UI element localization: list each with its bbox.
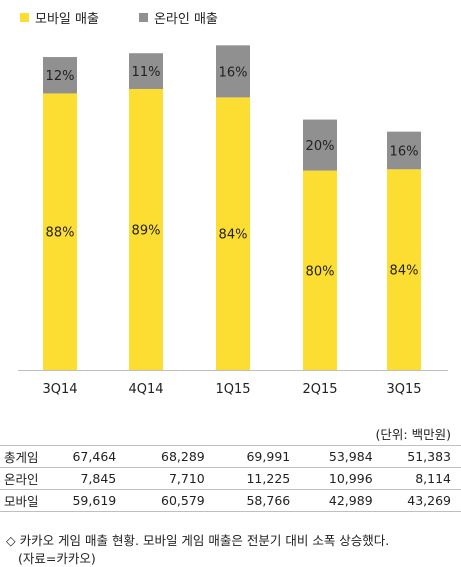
label-online-3Q15: 16% [390,144,419,159]
bar-online-2Q15 [303,119,337,171]
tick-label-3Q15: 3Q15 [386,382,421,397]
stacked-bar-chart: 모바일 매출 온라인 매출 88% 12% 3Q14 89% 11% 4Q14 84% 16%… [18,8,448,397]
legend: 모바일 매출 온라인 매출 [20,8,218,27]
bar-mobile-3Q15 [387,169,421,370]
bar-online-4Q14 [129,53,163,89]
tick-label-1Q15: 1Q15 [215,382,250,397]
unit-label: (단위: 백만원) [375,427,451,442]
table-cell: 10,996 [304,467,387,490]
row-label: 모바일 [0,489,45,512]
legend-item-online: 온라인 매출 [138,8,218,27]
row-label: 총게임 [0,445,45,468]
table-row: 모바일 59,619 60,579 58,766 42,989 43,269 [0,489,461,512]
caption-source: (자료=카카오) [18,551,96,566]
label-online-1Q15: 16% [219,65,248,80]
legend-item-mobile: 모바일 매출 [20,8,99,27]
legend-swatch-mobile [20,13,29,22]
label-mobile-3Q14: 88% [46,226,75,241]
label-mobile-3Q15: 84% [390,264,419,279]
table-row: 온라인 7,845 7,710 11,225 10,996 8,114 [0,467,461,490]
chart-plot: 88% 12% 3Q14 89% 11% 4Q14 84% 16% 1Q15 80% 20% 2Q15… [18,45,448,397]
label-online-4Q14: 11% [132,65,161,80]
table-cell: 7,710 [130,467,219,490]
table-cell: 68,289 [130,445,219,468]
bar-online-1Q15 [216,45,250,98]
label-mobile-2Q15: 80% [306,264,335,279]
table-row: 총게임 67,464 68,289 69,991 53,984 51,383 [0,445,461,468]
bar-mobile-1Q15 [216,97,250,370]
table-cell: 51,383 [386,445,461,468]
tick-label-3Q14: 3Q14 [42,382,77,397]
bar-mobile-2Q15 [303,170,337,370]
legend-swatch-online [138,13,148,22]
table-cell: 42,989 [304,489,387,512]
row-label: 온라인 [0,467,45,490]
legend-label-online: 온라인 매출 [153,12,218,27]
tick-label-2Q15: 2Q15 [302,382,337,397]
data-table: 총게임 67,464 68,289 69,991 53,984 51,383 온라인 7,84… [0,445,461,512]
table-cell: 59,619 [44,489,131,512]
label-mobile-4Q14: 89% [132,223,161,238]
table-cell: 53,984 [304,445,387,468]
table-cell: 60,579 [130,489,219,512]
table-cell: 11,225 [218,467,305,490]
bar-mobile-4Q14 [129,88,163,371]
tick-label-4Q14: 4Q14 [128,382,163,397]
bar-mobile-3Q14 [43,93,77,370]
table-cell: 58,766 [218,489,305,512]
label-online-2Q15: 20% [306,139,335,154]
table-cell: 8,114 [386,467,461,490]
label-mobile-1Q15: 84% [219,228,248,243]
table-cell: 69,991 [218,445,305,468]
bar-online-3Q15 [387,131,421,170]
caption-note: ◇ 카카오 게임 매출 현황. 모바일 게임 매출은 전분기 대비 소폭 상승했… [6,533,390,548]
label-online-3Q14: 12% [46,69,75,84]
table-cell: 67,464 [44,445,131,468]
legend-label-mobile: 모바일 매출 [35,12,99,27]
bar-online-3Q14 [43,57,77,94]
table-cell: 43,269 [386,489,461,512]
table-cell: 7,845 [44,467,131,490]
